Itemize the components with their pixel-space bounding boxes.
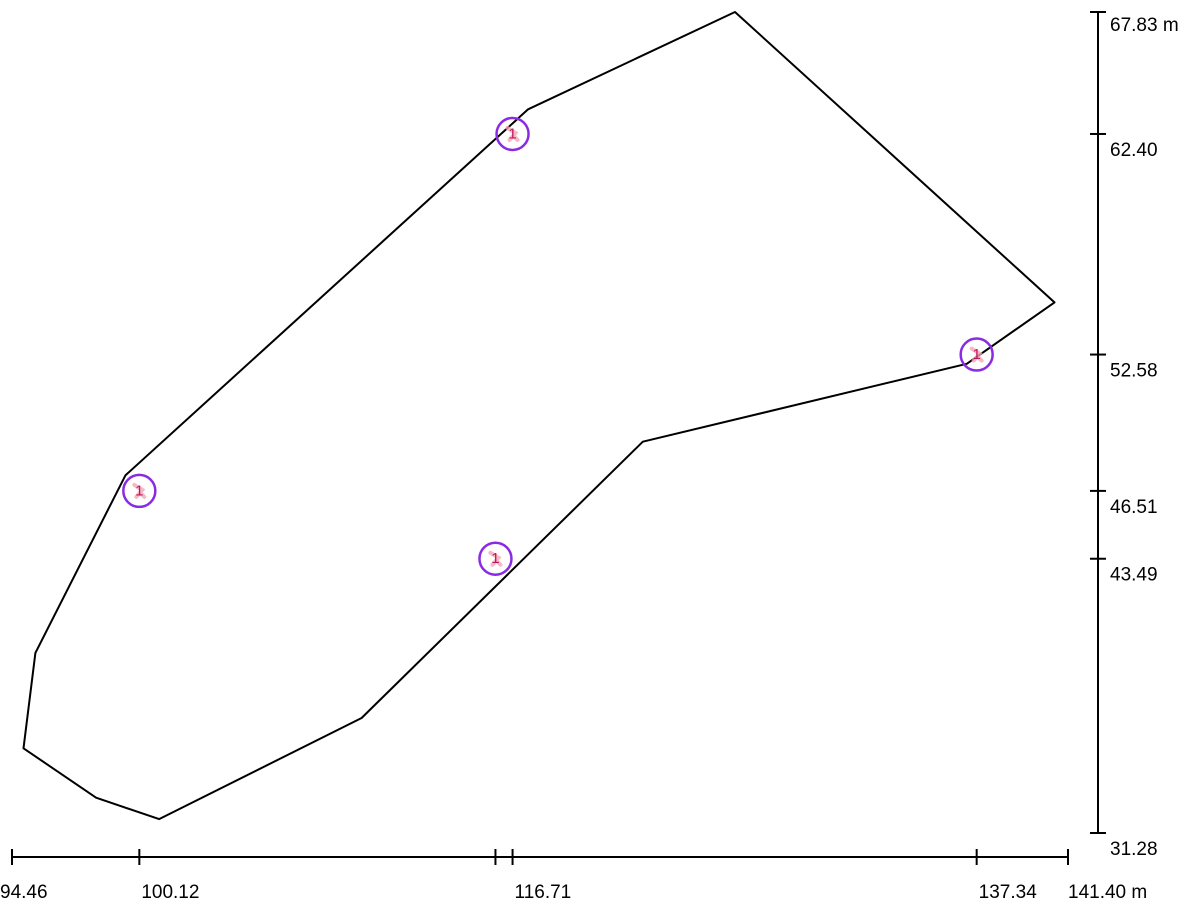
y-tick-label: 52.58: [1110, 361, 1158, 382]
x-tick-label: 94.46: [0, 882, 48, 903]
boundary-outline: [22, 11, 1056, 821]
marker-survey-icon: [488, 550, 503, 567]
x-tick-label: 137.34: [979, 882, 1038, 903]
marker-survey-icon: [969, 346, 984, 363]
point-marker: 1: [959, 337, 994, 372]
x-tick-label: 100.12: [141, 882, 199, 903]
y-tick-label: 67.83 m: [1110, 15, 1179, 36]
marker-circle: [122, 473, 157, 509]
point-marker: 1: [478, 541, 513, 576]
marker-label: 1: [491, 550, 499, 567]
marker-circle: [495, 116, 530, 152]
marker-survey-icon: [132, 482, 147, 499]
y-tick-label: 31.28: [1110, 839, 1158, 860]
point-marker: 1: [495, 116, 530, 152]
x-axis: 94.46 100.12 116.71 137.34 141.40 m: [0, 849, 1147, 903]
marker-label: 1: [135, 482, 143, 499]
markers-layer: 1 1 1 1: [122, 116, 994, 576]
marker-circle: [959, 337, 994, 372]
point-marker: 1: [122, 473, 157, 509]
marker-circle: [478, 541, 513, 576]
x-tick-label: 141.40 m: [1068, 882, 1147, 903]
boundary-outline-layer: [22, 11, 1056, 821]
marker-label: 1: [972, 346, 980, 363]
y-axis: 67.83 m 62.40 52.58 46.51 43.49 31.28: [1090, 11, 1179, 860]
marker-survey-icon: [505, 125, 520, 142]
y-tick-label: 62.40: [1110, 140, 1158, 161]
x-tick-label: 116.71: [515, 882, 572, 903]
marker-label: 1: [508, 125, 516, 142]
y-tick-label: 43.49: [1110, 565, 1158, 586]
y-tick-label: 46.51: [1110, 497, 1158, 518]
